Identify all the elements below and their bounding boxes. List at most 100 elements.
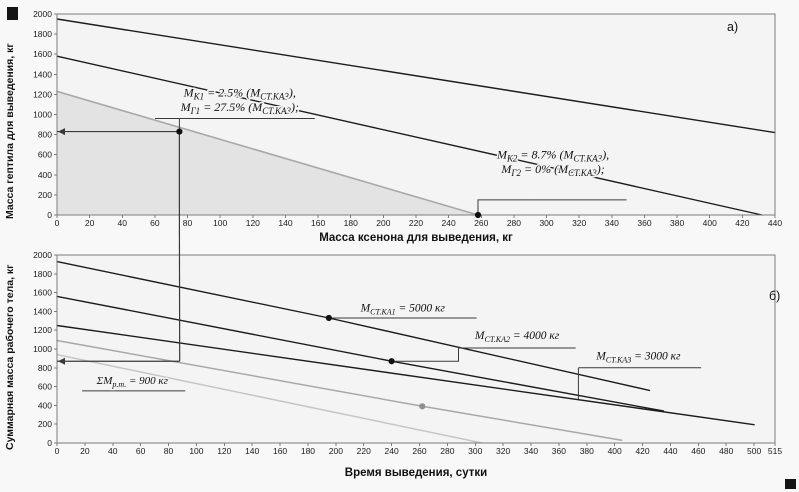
y-tick-label: 1800	[33, 269, 52, 279]
annotation-text: МК1 = 2.5% (МСТ.КА3),	[183, 85, 296, 101]
y-tick-label: 0	[47, 438, 52, 448]
x-tick-label: 160	[311, 218, 325, 228]
x-tick-label: 340	[524, 446, 538, 456]
annotation-text: МСТ.КА2 = 4000 кг	[474, 330, 560, 344]
annotation-leader	[477, 199, 532, 215]
x-tick-label: 420	[635, 446, 649, 456]
x-tick-label: 160	[273, 446, 287, 456]
y-tick-label: 1400	[33, 306, 52, 316]
x-tick-label: 140	[245, 446, 259, 456]
x-tick-label: 80	[183, 218, 193, 228]
x-tick-label: 0	[55, 446, 60, 456]
chart-a-y-axis-title: Масса гептила для выведения, кг	[4, 43, 16, 219]
y-tick-label: 1400	[33, 69, 52, 79]
chart-a-series-heptyl-vs-xenon-middle	[56, 55, 763, 216]
chart-a-x-axis-title: Масса ксенона для выведения, кг	[319, 232, 513, 244]
x-tick-label: 380	[670, 218, 684, 228]
annotation-text: ΣМр.т. = 900 кг	[96, 375, 169, 389]
x-tick-label: 240	[385, 446, 399, 456]
x-tick-label: 200	[329, 446, 343, 456]
x-tick-label: 120	[246, 218, 260, 228]
chart-b-series-propellant-light	[56, 353, 483, 444]
annotation-text: МГ2 = 0% (МСТ.КА3);	[500, 162, 604, 178]
guide-arrowhead	[58, 357, 65, 365]
x-tick-label: 200	[376, 218, 390, 228]
y-tick-label: 1200	[33, 89, 52, 99]
x-tick-label: 280	[440, 446, 454, 456]
marker-dot	[474, 211, 482, 219]
x-tick-label: 515	[768, 446, 782, 456]
y-tick-label: 1000	[33, 110, 52, 120]
x-tick-label: 180	[344, 218, 358, 228]
x-tick-label: 440	[663, 446, 677, 456]
y-tick-label: 1600	[33, 49, 52, 59]
x-tick-label: 300	[539, 218, 553, 228]
x-tick-label: 360	[637, 218, 651, 228]
x-tick-label: 140	[278, 218, 292, 228]
x-tick-label: 340	[605, 218, 619, 228]
y-tick-label: 0	[47, 210, 52, 220]
chart-a-series-heptyl-vs-xenon-upper	[56, 18, 776, 134]
x-tick-label: 400	[608, 446, 622, 456]
chart-a-panel-label: а)	[727, 20, 739, 34]
x-tick-label: 380	[580, 446, 594, 456]
x-tick-label: 420	[735, 218, 749, 228]
y-tick-label: 600	[38, 150, 52, 160]
x-tick-label: 260	[412, 446, 426, 456]
x-tick-label: 360	[552, 446, 566, 456]
marker-dot	[419, 403, 426, 410]
x-tick-label: 460	[691, 446, 705, 456]
chart-b-plot-area	[57, 255, 775, 443]
x-tick-label: 320	[496, 446, 510, 456]
y-tick-label: 400	[38, 400, 52, 410]
y-tick-label: 1600	[33, 288, 52, 298]
chart-b-y-axis-title: Суммарная масса рабочего тела, кг	[4, 264, 16, 450]
annotation-text: МГ1 = 27.5% (МСТ.КА3);	[180, 100, 299, 116]
marker-dot	[176, 128, 183, 135]
y-tick-label: 800	[38, 130, 52, 140]
x-tick-label: 40	[118, 218, 128, 228]
x-tick-label: 220	[409, 218, 423, 228]
x-tick-label: 20	[80, 446, 90, 456]
x-tick-label: 120	[217, 446, 231, 456]
y-tick-label: 1200	[33, 325, 52, 335]
annotation-text: МСТ.КА1 = 5000 кг	[360, 302, 446, 316]
x-tick-label: 400	[703, 218, 717, 228]
chart-b-panel-label: б)	[769, 289, 781, 303]
y-tick-label: 2000	[33, 250, 52, 260]
annotation-text: МСТ.КА3 = 3000 кг	[595, 350, 681, 364]
x-tick-label: 440	[768, 218, 782, 228]
x-tick-label: 100	[213, 218, 227, 228]
x-tick-label: 0	[55, 218, 60, 228]
x-tick-label: 260	[474, 218, 488, 228]
y-tick-label: 1000	[33, 344, 52, 354]
x-tick-label: 320	[572, 218, 586, 228]
y-tick-label: 800	[38, 363, 52, 373]
x-tick-label: 280	[507, 218, 521, 228]
x-tick-label: 80	[164, 446, 174, 456]
y-tick-label: 200	[38, 419, 52, 429]
x-tick-label: 60	[150, 218, 160, 228]
annotation-text: МК2 = 8.7% (МСТ.КА3),	[496, 148, 609, 164]
scan-corner-mark-bottom-right	[785, 479, 796, 489]
chart-a-series-heptyl-vs-xenon-ka3	[56, 90, 479, 216]
annotation-leader	[391, 348, 459, 362]
x-tick-label: 240	[442, 218, 456, 228]
x-tick-label: 480	[719, 446, 733, 456]
y-tick-label: 1800	[33, 29, 52, 39]
x-tick-label: 40	[108, 446, 118, 456]
y-tick-label: 600	[38, 382, 52, 392]
marker-dot	[325, 314, 332, 322]
y-tick-label: 200	[38, 190, 52, 200]
y-tick-label: 2000	[33, 9, 52, 19]
x-tick-label: 20	[85, 218, 95, 228]
x-tick-label: 60	[136, 446, 146, 456]
x-tick-label: 100	[189, 446, 203, 456]
y-tick-label: 400	[38, 170, 52, 180]
chart-b-x-axis-title: Время выведения, сутки	[344, 467, 488, 479]
guide-arrowhead	[58, 128, 65, 136]
chart-b-series-propellant-ka3-3000	[56, 324, 755, 426]
marker-dot	[388, 358, 395, 365]
scan-corner-mark-top-left	[7, 7, 18, 20]
